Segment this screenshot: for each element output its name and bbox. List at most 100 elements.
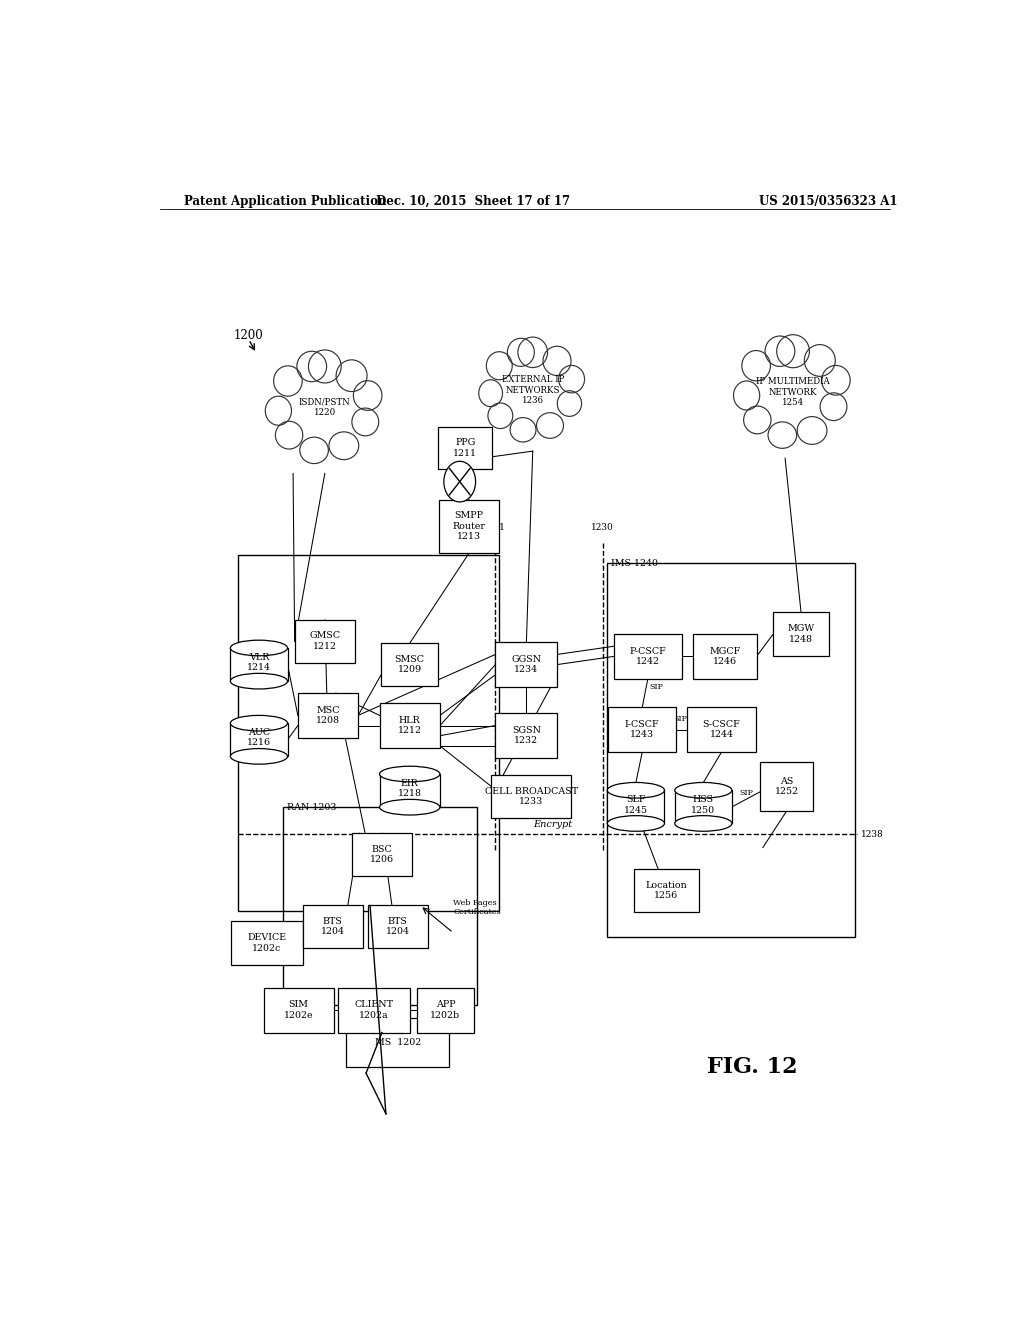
Bar [238,554,500,911]
Text: PPG
1211: PPG 1211 [454,438,477,458]
Ellipse shape [507,338,535,367]
Bar [230,723,288,756]
Bar [773,611,828,656]
Ellipse shape [765,337,795,367]
Text: FIG. 12: FIG. 12 [708,1056,798,1078]
Text: Dec. 10, 2015  Sheet 17 of 17: Dec. 10, 2015 Sheet 17 of 17 [376,194,570,207]
Text: MGCF
1246: MGCF 1246 [710,647,740,667]
Bar [230,648,288,681]
Bar [264,987,334,1032]
Bar [352,833,412,876]
Text: CELL BROADCAST
1233: CELL BROADCAST 1233 [484,787,578,807]
Text: SLF
1245: SLF 1245 [624,795,648,814]
Ellipse shape [733,381,760,411]
Ellipse shape [281,364,370,450]
Ellipse shape [380,800,440,814]
Text: HLR
1212: HLR 1212 [397,715,422,735]
Ellipse shape [265,396,292,425]
Text: IP MULTIMEDIA
NETWORK
1254: IP MULTIMEDIA NETWORK 1254 [756,378,829,407]
Text: VLR
1214: VLR 1214 [247,653,271,672]
Text: BTS
1204: BTS 1204 [386,917,410,936]
Bar [496,643,557,686]
Bar [496,713,557,758]
Circle shape [443,461,475,502]
Bar [613,634,682,678]
Text: EIR
1218: EIR 1218 [397,779,422,799]
Text: AS
1252: AS 1252 [774,777,799,796]
Ellipse shape [804,345,836,376]
Text: EXTERNAL IP
NETWORKS
1236: EXTERNAL IP NETWORKS 1236 [502,375,564,405]
Text: MS  1202: MS 1202 [375,1038,421,1047]
Text: SIP: SIP [649,682,664,690]
Text: APP
1202b: APP 1202b [430,1001,461,1020]
Ellipse shape [743,407,771,434]
Text: Web Pages
Certificates: Web Pages Certificates [454,899,501,916]
Ellipse shape [352,408,379,436]
Bar [338,987,410,1032]
Bar [634,869,698,912]
Text: ISDN/PSTN
1220: ISDN/PSTN 1220 [299,397,350,417]
Ellipse shape [273,366,302,396]
Bar [693,634,757,678]
Text: HSS
1250: HSS 1250 [691,795,716,814]
Text: SIM
1202e: SIM 1202e [284,1001,313,1020]
Ellipse shape [308,350,341,383]
Text: RAN 1203: RAN 1203 [287,803,336,812]
Bar [607,562,855,937]
Ellipse shape [336,360,367,392]
Ellipse shape [557,391,582,416]
Ellipse shape [479,380,503,407]
Text: BTS
1204: BTS 1204 [321,917,345,936]
Text: SIP: SIP [674,715,687,723]
Ellipse shape [741,351,770,381]
Text: P-CSCF
1242: P-CSCF 1242 [630,647,667,667]
Ellipse shape [543,346,571,375]
Bar [761,762,813,810]
Ellipse shape [675,816,732,832]
Ellipse shape [300,437,329,463]
Text: SMSC
1209: SMSC 1209 [394,655,425,675]
Ellipse shape [230,640,288,656]
Ellipse shape [675,783,732,799]
Text: Patent Application Publication: Patent Application Publication [183,194,386,207]
Text: MSC
1208: MSC 1208 [316,706,340,725]
Ellipse shape [607,783,665,799]
Ellipse shape [510,417,536,442]
Text: GMSC
1212: GMSC 1212 [309,631,340,651]
Bar [368,906,428,948]
Text: S-CSCF
1244: S-CSCF 1244 [702,719,740,739]
Ellipse shape [353,380,382,411]
Text: BSC
1206: BSC 1206 [370,845,394,865]
Bar [380,774,440,808]
Text: MGW
1248: MGW 1248 [787,624,814,644]
Text: SMPP
Router
1213: SMPP Router 1213 [453,511,485,541]
Bar [231,921,303,965]
Ellipse shape [821,366,850,395]
Ellipse shape [230,748,288,764]
Bar [492,775,570,818]
Ellipse shape [488,403,513,429]
Text: 1238: 1238 [860,830,884,838]
Bar [675,791,732,824]
Ellipse shape [537,413,563,438]
Text: Location
1256: Location 1256 [645,880,687,900]
Ellipse shape [559,366,585,393]
Bar [687,708,756,752]
Ellipse shape [486,351,512,380]
Bar [295,620,355,663]
Text: I-CSCF
1243: I-CSCF 1243 [625,719,659,739]
Text: CLIENT
1202a: CLIENT 1202a [354,1001,393,1020]
Text: AUC
1216: AUC 1216 [247,729,271,747]
Text: DEVICE
1202c: DEVICE 1202c [248,933,287,953]
Bar [283,807,477,1005]
Ellipse shape [230,715,288,731]
Bar [438,426,493,470]
Ellipse shape [749,350,838,436]
Ellipse shape [820,393,847,421]
Ellipse shape [329,432,358,459]
Ellipse shape [768,422,797,449]
Ellipse shape [607,816,665,832]
Text: 1200: 1200 [233,329,263,342]
Bar [417,987,474,1032]
Bar [298,693,358,738]
